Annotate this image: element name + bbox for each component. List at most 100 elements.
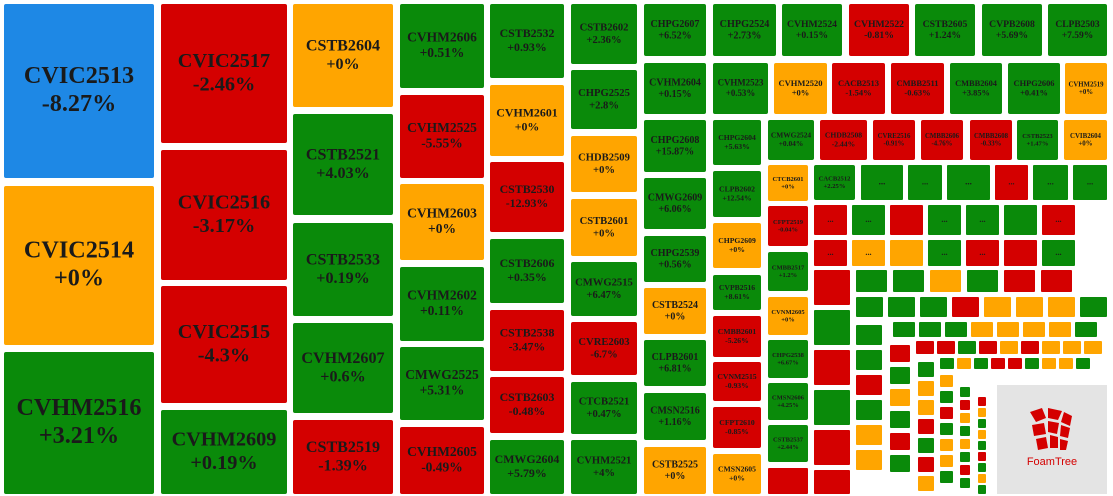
tile-label: CHPG2609 — [718, 236, 756, 245]
tile-label: CVHM2522 — [854, 19, 904, 30]
more-label: ... — [865, 215, 871, 224]
small-tile — [856, 325, 882, 345]
tile — [921, 120, 963, 160]
tile — [490, 440, 564, 494]
tile-label: CSTB2606 — [500, 256, 555, 270]
tile-change: +0% — [593, 228, 615, 239]
small-tile — [918, 457, 934, 472]
tile-change: +0.41% — [1020, 88, 1048, 97]
tile-change: -5.26% — [725, 336, 749, 345]
small-tile — [947, 165, 990, 200]
small-tile — [814, 470, 850, 494]
tile — [713, 171, 761, 217]
tile-change: -0.81% — [864, 30, 894, 41]
tile — [713, 454, 761, 494]
tile — [713, 275, 761, 310]
tile — [400, 184, 484, 260]
tile-label: CHDB2509 — [578, 153, 630, 164]
tile — [1064, 120, 1107, 160]
tile-label: CSTB2603 — [500, 390, 555, 404]
small-tile — [856, 425, 882, 445]
small-tile — [940, 439, 953, 451]
tile-label: CVIC2514 — [24, 237, 134, 264]
tile-label: CACB2512 — [819, 175, 852, 182]
tile-change: -0.85% — [725, 427, 749, 436]
small-tile — [908, 165, 942, 200]
tile — [713, 4, 776, 56]
more-label: ... — [922, 176, 928, 186]
small-tile — [940, 407, 953, 419]
tile — [4, 4, 154, 178]
small-tile — [1004, 270, 1035, 292]
tile-change: +0.11% — [420, 303, 464, 318]
tile — [293, 223, 393, 316]
tile — [571, 262, 637, 316]
tile — [970, 120, 1012, 160]
more-label: ... — [941, 215, 947, 224]
tile-change: -5.55% — [421, 136, 463, 151]
tile — [713, 316, 761, 357]
tile-label: CVIC2515 — [178, 321, 270, 343]
tile-change: -3.47% — [509, 339, 546, 353]
small-tile — [1049, 322, 1071, 337]
small-tile — [1021, 341, 1039, 354]
tile-change: -4.3% — [198, 344, 250, 366]
tile — [490, 239, 564, 303]
tile — [814, 165, 855, 200]
tile — [774, 63, 827, 114]
tile-change: +5.79% — [507, 466, 546, 480]
tile — [768, 252, 808, 291]
tile-change: +6.67% — [777, 359, 799, 366]
tile-label: CSTB2523 — [1022, 133, 1053, 140]
small-tile — [930, 270, 961, 292]
tile-change: +0% — [781, 183, 794, 190]
small-tile — [852, 240, 885, 266]
tile-change: +0% — [665, 471, 686, 482]
tile — [713, 223, 761, 268]
tile-label: CVPB2516 — [719, 283, 755, 292]
tile-change: +0.53% — [726, 88, 756, 98]
tile-label: CMWG2524 — [771, 131, 812, 140]
tile-change: +1.24% — [929, 30, 961, 41]
more-label: ... — [827, 248, 833, 257]
small-tile — [1076, 358, 1090, 369]
tile-change: +6.52% — [658, 30, 691, 41]
tile-change: -3.17% — [193, 215, 256, 237]
tile-change: -1.39% — [318, 457, 368, 474]
tile — [713, 407, 761, 448]
small-tile — [997, 322, 1019, 337]
small-tile — [814, 390, 850, 425]
small-tile — [940, 375, 953, 387]
small-tile — [1059, 358, 1073, 369]
tile-label: CHDB2508 — [825, 131, 862, 140]
tile-change: -8.27% — [42, 90, 117, 117]
small-tile — [984, 297, 1011, 317]
tile — [490, 85, 564, 156]
small-tile — [814, 350, 850, 385]
tile-label: CTCB2601 — [772, 176, 803, 183]
small-tile — [937, 341, 955, 354]
tile-label: CHPG2606 — [1014, 79, 1055, 88]
tile — [849, 4, 909, 56]
more-label: ... — [979, 215, 985, 224]
small-tile — [1063, 341, 1081, 354]
tile-label: CVHM2601 — [496, 106, 557, 120]
tile-label: CSTB2601 — [580, 216, 629, 227]
more-label: ... — [865, 248, 871, 257]
small-tile — [978, 408, 986, 417]
tile-label: CMBB2511 — [896, 78, 938, 88]
tile-label: CTCB2521 — [579, 397, 630, 408]
more-label: ... — [1047, 177, 1054, 187]
tile-label: CACB2513 — [838, 78, 879, 88]
small-tile — [893, 322, 915, 337]
tile-label: CLPB2602 — [719, 185, 755, 194]
small-tile — [995, 165, 1028, 200]
tile-change: +1.16% — [658, 417, 691, 428]
tile-label: CSTB2604 — [306, 37, 380, 54]
small-tile — [856, 400, 882, 420]
tile-change: +1.47% — [1027, 140, 1049, 147]
small-tiles: ........................................… — [768, 165, 1107, 494]
tile-label: CHPG2524 — [720, 19, 770, 30]
small-tile — [916, 341, 934, 354]
tile — [161, 150, 287, 280]
